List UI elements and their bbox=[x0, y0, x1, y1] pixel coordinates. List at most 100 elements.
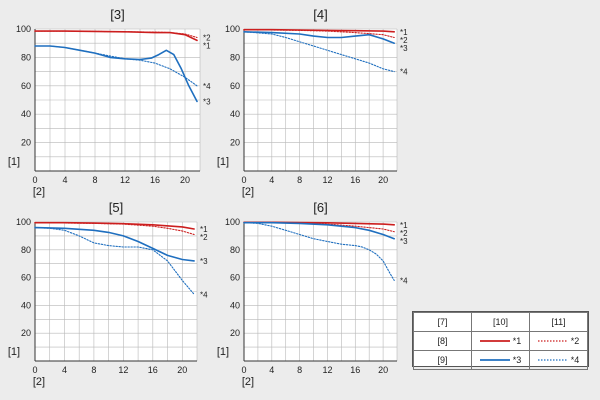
x-axis-label: [2] bbox=[33, 186, 45, 198]
series-end-label: *1 bbox=[400, 28, 408, 37]
series-end-label: *3 bbox=[400, 44, 408, 53]
series-end-label: *3 bbox=[203, 97, 211, 106]
x-tick-label: 12 bbox=[322, 365, 332, 375]
x-tick-label: 12 bbox=[120, 175, 130, 185]
x-tick-label: 12 bbox=[118, 365, 128, 375]
series-line bbox=[34, 226, 195, 262]
series-end-label: *4 bbox=[203, 82, 211, 91]
series-end-label: *1 bbox=[200, 225, 208, 234]
x-tick-label: 0 bbox=[241, 365, 246, 375]
y-axis-label: [1] bbox=[8, 156, 20, 168]
x-tick-label: 8 bbox=[92, 175, 97, 185]
y-tick-label: 40 bbox=[230, 300, 240, 310]
x-tick-label: 20 bbox=[378, 175, 388, 185]
series-end-label: *2 bbox=[203, 34, 211, 43]
legend-row-label: [9] bbox=[413, 350, 472, 370]
y-tick-label: 100 bbox=[16, 24, 31, 34]
x-tick-label: 8 bbox=[297, 365, 302, 375]
series-end-label: *3 bbox=[400, 237, 408, 246]
x-tick-label: 4 bbox=[62, 365, 67, 375]
x-tick-label: 0 bbox=[32, 175, 37, 185]
series-line bbox=[34, 45, 198, 103]
legend-row: [9] *3 *4 bbox=[413, 350, 588, 370]
y-tick-label: 100 bbox=[225, 217, 240, 227]
y-tick-label: 60 bbox=[230, 273, 240, 283]
x-axis-label: [2] bbox=[242, 186, 254, 198]
y-axis-label: [1] bbox=[217, 346, 229, 358]
x-tick-label: 8 bbox=[297, 175, 302, 185]
chart-title: [6] bbox=[313, 200, 327, 215]
series-end-label: *4 bbox=[400, 276, 408, 285]
legend-blue-dotted-swatch bbox=[537, 359, 568, 361]
legend-header-row: [7] [10] [11] bbox=[413, 312, 588, 332]
legend-series-label: *1 bbox=[512, 336, 522, 346]
y-tick-label: 60 bbox=[21, 81, 31, 91]
series-line bbox=[34, 45, 198, 87]
legend-red-dotted-swatch bbox=[537, 340, 568, 342]
y-axis-label: [1] bbox=[217, 156, 229, 168]
x-tick-label: 20 bbox=[177, 365, 187, 375]
legend-solid-cell: *1 bbox=[471, 331, 530, 351]
y-tick-label: 80 bbox=[230, 52, 240, 62]
series-line bbox=[34, 30, 198, 39]
y-tick-label: 20 bbox=[21, 138, 31, 148]
series-line bbox=[243, 30, 396, 45]
legend-table: [7] [10] [11] [8] *1 *2 bbox=[412, 311, 589, 370]
chart-title: [3] bbox=[110, 7, 124, 22]
y-tick-label: 40 bbox=[230, 109, 240, 119]
legend-header-cell: [7] bbox=[413, 312, 472, 332]
x-tick-label: 12 bbox=[322, 175, 332, 185]
series-end-label: *2 bbox=[200, 233, 208, 242]
series-line bbox=[243, 31, 395, 73]
legend-series-label: *3 bbox=[512, 355, 522, 365]
series-line bbox=[243, 222, 395, 281]
x-tick-label: 8 bbox=[91, 365, 96, 375]
legend-header-cell: [11] bbox=[529, 312, 588, 332]
series-end-label: *2 bbox=[400, 36, 408, 45]
legend-row-label: [8] bbox=[413, 331, 472, 351]
x-tick-label: 16 bbox=[148, 365, 158, 375]
y-tick-label: 40 bbox=[21, 109, 31, 119]
x-tick-label: 0 bbox=[32, 365, 37, 375]
legend-row: [8] *1 *2 bbox=[413, 331, 588, 351]
x-tick-label: 4 bbox=[62, 175, 67, 185]
legend-blue-solid-swatch bbox=[479, 359, 510, 361]
series-end-label: *4 bbox=[400, 68, 408, 77]
x-tick-label: 16 bbox=[150, 175, 160, 185]
series-end-label: *4 bbox=[200, 290, 208, 299]
y-tick-label: 40 bbox=[21, 300, 31, 310]
legend-red-solid-swatch bbox=[479, 340, 510, 342]
x-tick-label: 20 bbox=[378, 365, 388, 375]
series-end-label: *2 bbox=[400, 229, 408, 238]
series-end-label: *3 bbox=[200, 257, 208, 266]
chart-title: [4] bbox=[313, 7, 327, 22]
y-axis-label: [1] bbox=[8, 346, 20, 358]
y-tick-label: 80 bbox=[21, 52, 31, 62]
y-tick-label: 20 bbox=[21, 328, 31, 338]
chart-title: [5] bbox=[109, 200, 123, 215]
series-line bbox=[34, 227, 195, 295]
y-tick-label: 100 bbox=[225, 24, 240, 34]
legend-series-label: *2 bbox=[570, 336, 580, 346]
y-tick-label: 20 bbox=[230, 328, 240, 338]
series-end-label: *1 bbox=[400, 221, 408, 230]
x-tick-label: 4 bbox=[269, 175, 274, 185]
y-tick-label: 100 bbox=[16, 217, 31, 227]
legend-header-cell: [10] bbox=[471, 312, 530, 332]
series-line bbox=[243, 221, 396, 240]
y-tick-label: 80 bbox=[230, 245, 240, 255]
x-axis-label: [2] bbox=[33, 376, 45, 388]
x-axis-label: [2] bbox=[242, 376, 254, 388]
x-tick-label: 20 bbox=[180, 175, 190, 185]
legend-dotted-cell: *4 bbox=[529, 350, 588, 370]
x-tick-label: 4 bbox=[269, 365, 274, 375]
x-tick-label: 16 bbox=[350, 175, 360, 185]
legend-solid-cell: *3 bbox=[471, 350, 530, 370]
y-tick-label: 80 bbox=[21, 245, 31, 255]
legend-dotted-cell: *2 bbox=[529, 331, 588, 351]
y-tick-label: 60 bbox=[230, 81, 240, 91]
x-tick-label: 0 bbox=[241, 175, 246, 185]
